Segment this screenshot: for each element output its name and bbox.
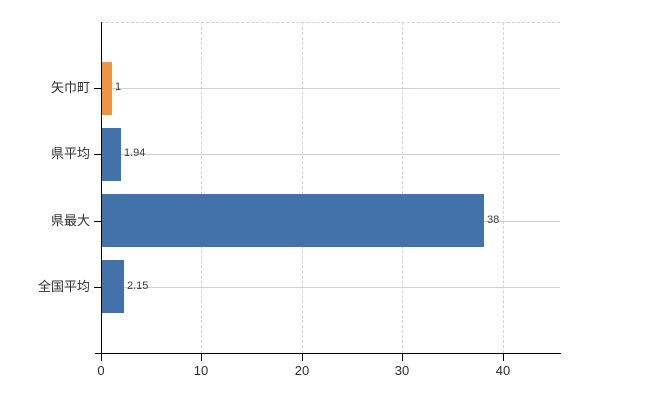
category-label: 矢巾町 bbox=[50, 80, 90, 95]
category-label: 全国平均 bbox=[37, 279, 90, 294]
bar-value-label: 1.94 bbox=[124, 147, 146, 159]
x-tick-label: 10 bbox=[193, 363, 209, 378]
vertical-gridline bbox=[201, 22, 202, 353]
bar-value-label: 1 bbox=[115, 81, 122, 93]
vertical-gridline bbox=[302, 22, 303, 353]
vertical-gridline bbox=[503, 22, 504, 353]
x-tick-label: 40 bbox=[495, 363, 511, 378]
y-axis-tick bbox=[94, 286, 101, 288]
bar bbox=[102, 194, 484, 247]
x-tick-label: 30 bbox=[394, 363, 410, 378]
vertical-gridline bbox=[402, 22, 403, 353]
bar-value-label: 38 bbox=[487, 214, 500, 226]
x-tick-label: 0 bbox=[97, 363, 105, 378]
category-label: 県最大 bbox=[50, 213, 90, 228]
y-axis-tick bbox=[94, 220, 101, 222]
horizontal-gridline bbox=[101, 154, 560, 155]
x-axis-line bbox=[95, 353, 561, 354]
x-axis-tick bbox=[201, 354, 202, 361]
x-axis-tick bbox=[503, 354, 504, 361]
category-label: 県平均 bbox=[50, 146, 90, 161]
bar bbox=[102, 128, 121, 181]
horizontal-gridline bbox=[101, 88, 560, 89]
x-axis-tick bbox=[402, 354, 403, 361]
y-axis-tick bbox=[94, 88, 101, 90]
y-axis-tick bbox=[94, 154, 101, 156]
x-axis-tick bbox=[302, 354, 303, 361]
bar bbox=[102, 62, 112, 115]
x-axis-tick bbox=[101, 354, 102, 361]
x-tick-label: 20 bbox=[294, 363, 310, 378]
horizontal-gridline bbox=[101, 287, 560, 288]
bar bbox=[102, 260, 124, 313]
plot-top-border bbox=[101, 22, 560, 23]
bar-value-label: 2.15 bbox=[127, 280, 149, 292]
y-axis-line bbox=[101, 22, 102, 353]
